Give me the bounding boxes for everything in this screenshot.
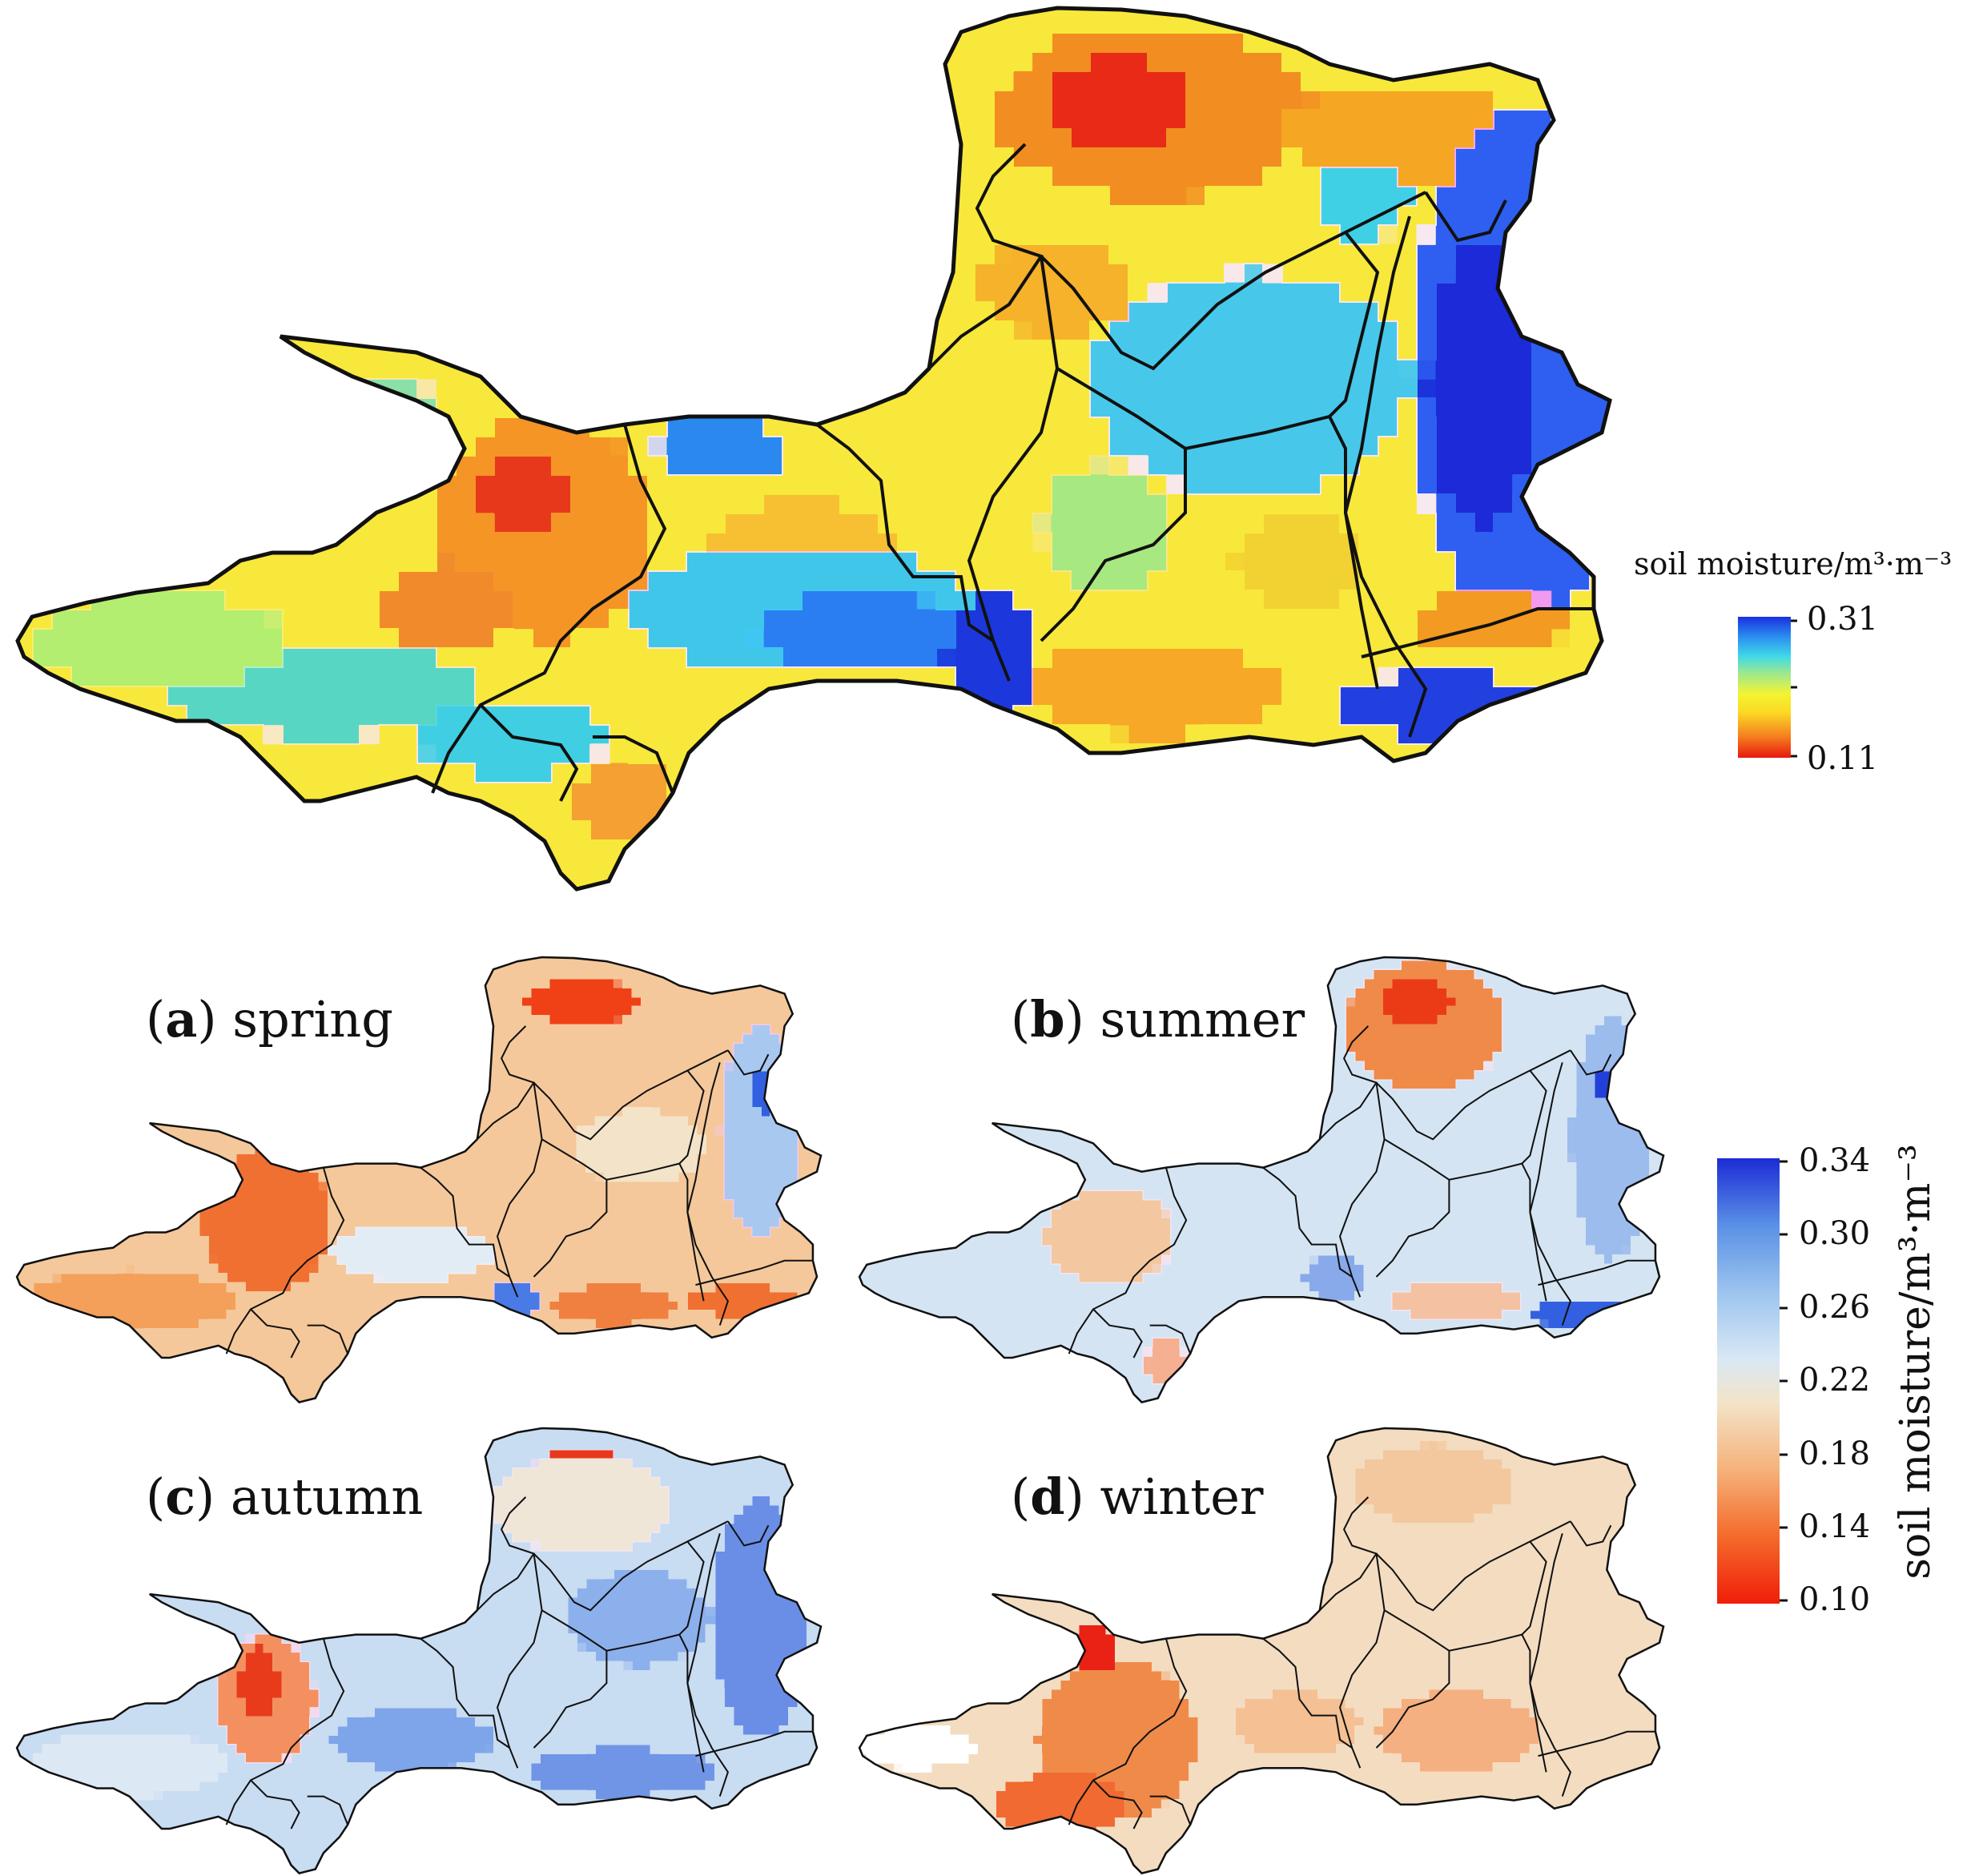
legend-tick: 0.10 xyxy=(1799,1581,1871,1618)
top-map-raster xyxy=(18,8,1610,889)
seasonal-colorbar xyxy=(1717,1158,1780,1604)
panel-label-winter: (d) winter xyxy=(1011,1467,1264,1526)
top-legend-min: 0.11 xyxy=(1807,740,1879,777)
seasonal-map-spring xyxy=(15,956,823,1403)
legend-tick: 0.30 xyxy=(1799,1215,1871,1252)
top-colorbar xyxy=(1738,617,1791,758)
seasonal-map-autumn xyxy=(15,1427,823,1874)
panel-label-summer: (b) summer xyxy=(1011,990,1305,1049)
legend-tick: 0.22 xyxy=(1799,1362,1871,1399)
top-legend-max: 0.31 xyxy=(1807,601,1879,638)
legend-tick: 0.18 xyxy=(1799,1435,1871,1472)
panel-label-autumn: (c) autumn xyxy=(146,1467,424,1526)
top-legend-title: soil moisture/m³·m⁻³ xyxy=(1634,546,1953,582)
panel-label-spring: (a) spring xyxy=(146,990,393,1049)
top-soil-moisture-map xyxy=(0,0,1682,897)
legend-tick: 0.26 xyxy=(1799,1289,1871,1326)
legend-tick: 0.14 xyxy=(1799,1508,1871,1545)
legend-tick: 0.34 xyxy=(1799,1142,1871,1179)
seasonal-legend-title: soil moisture/m³·m⁻³ xyxy=(1892,1144,1940,1580)
seasonal-map-winter xyxy=(858,1427,1665,1874)
